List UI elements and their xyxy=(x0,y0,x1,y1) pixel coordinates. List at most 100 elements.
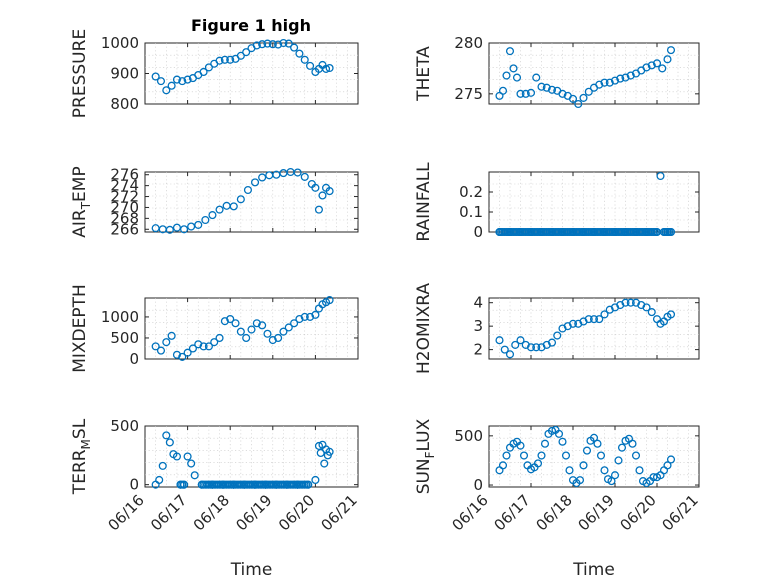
data-point xyxy=(533,459,543,468)
data-point xyxy=(621,298,630,307)
data-point xyxy=(652,59,662,68)
data-point xyxy=(516,336,525,345)
data-point xyxy=(162,338,171,347)
data-point xyxy=(215,56,224,65)
data-point xyxy=(500,345,509,354)
data-point xyxy=(511,340,520,349)
data-point xyxy=(575,476,585,485)
data-point xyxy=(311,183,320,192)
data-point xyxy=(579,93,588,102)
data-point xyxy=(658,64,667,73)
subplot-terr-msl: 0 500 06/16 06/17 06/18 06/19 06/20 06/21 TERRMS… xyxy=(70,417,361,580)
y-tick-label: 270 xyxy=(110,198,139,216)
y-axis-label: THETA xyxy=(414,46,434,102)
data-point xyxy=(589,315,599,324)
data-point xyxy=(554,429,564,438)
data-point xyxy=(303,480,312,489)
data-point xyxy=(663,461,672,470)
x-tick-label: 06/16 xyxy=(105,491,148,534)
data-point xyxy=(626,298,635,307)
data-point xyxy=(519,451,529,460)
x-tick-label: 06/16 xyxy=(449,491,492,534)
data-point xyxy=(617,443,627,452)
data-point xyxy=(666,46,676,55)
data-point xyxy=(172,75,182,84)
data-series xyxy=(495,46,676,109)
x-tick-label: 06/17 xyxy=(491,491,534,534)
data-point xyxy=(553,331,562,340)
y-axis-label: AIRTEMP xyxy=(70,166,93,237)
y-tick-label: 3 xyxy=(473,317,483,335)
data-point xyxy=(215,205,224,214)
y-tick-label: 0.1 xyxy=(459,203,483,221)
data-point xyxy=(495,336,504,345)
data-point xyxy=(194,220,203,229)
data-point xyxy=(229,202,238,211)
data-point xyxy=(547,85,557,94)
data-point xyxy=(502,71,511,80)
data-point xyxy=(167,81,176,90)
data-point xyxy=(300,312,309,321)
axes-box xyxy=(144,425,359,488)
data-point xyxy=(306,61,315,70)
data-point xyxy=(656,171,665,181)
data-point xyxy=(231,319,240,328)
y-tick-label: 280 xyxy=(454,34,483,52)
data-point xyxy=(188,344,197,353)
data-point xyxy=(512,73,522,82)
y-tick-label: 275 xyxy=(454,85,483,103)
y-tick-label: 266 xyxy=(110,220,139,238)
data-point xyxy=(579,461,588,470)
data-point xyxy=(325,447,334,456)
y-tick-label: 1000 xyxy=(101,34,139,52)
data-point xyxy=(252,319,261,328)
axes-box xyxy=(488,297,700,360)
data-point xyxy=(290,43,299,52)
data-point xyxy=(252,41,261,50)
data-point xyxy=(600,78,609,87)
y-axis-label: RAINFALL xyxy=(414,162,434,242)
data-point xyxy=(582,446,592,455)
x-axis-label: Time xyxy=(572,560,615,580)
data-point xyxy=(558,437,567,446)
data-point xyxy=(226,314,235,324)
data-point xyxy=(293,168,302,177)
data-point xyxy=(516,441,525,450)
data-point xyxy=(642,303,651,312)
x-tick-label: 06/20 xyxy=(275,491,318,534)
data-point xyxy=(274,40,283,49)
y-axis-label: SUNFLUX xyxy=(414,418,437,494)
subplot-pressure: 800 900 1000 PRESSURE xyxy=(70,29,359,118)
data-point xyxy=(521,89,530,98)
data-point xyxy=(220,55,229,64)
y-tick-label: 1000 xyxy=(101,308,139,326)
y-tick-label: 0 xyxy=(129,350,139,368)
data-point xyxy=(325,296,334,305)
y-tick-label: 500 xyxy=(110,329,139,347)
x-tick-label: 06/19 xyxy=(232,491,275,534)
data-point xyxy=(642,63,651,72)
data-point xyxy=(263,329,272,338)
data-point xyxy=(666,310,676,319)
data-point xyxy=(162,86,171,95)
data-point xyxy=(210,338,219,347)
data-point xyxy=(605,78,614,87)
data-point xyxy=(284,39,293,48)
data-point xyxy=(290,319,299,328)
y-tick-label: 0 xyxy=(473,476,483,494)
data-point xyxy=(318,191,327,200)
x-tick-label: 06/18 xyxy=(190,491,233,534)
data-point xyxy=(158,461,167,470)
data-point xyxy=(243,185,253,195)
data-point xyxy=(165,225,174,234)
data-point xyxy=(172,452,182,461)
data-point xyxy=(295,314,304,324)
y-axis-label: TERRMSL xyxy=(70,418,93,495)
data-point xyxy=(167,331,176,340)
data-point xyxy=(610,76,620,85)
y-tick-label: 500 xyxy=(454,427,483,445)
data-point xyxy=(258,321,267,330)
data-point xyxy=(274,333,283,343)
